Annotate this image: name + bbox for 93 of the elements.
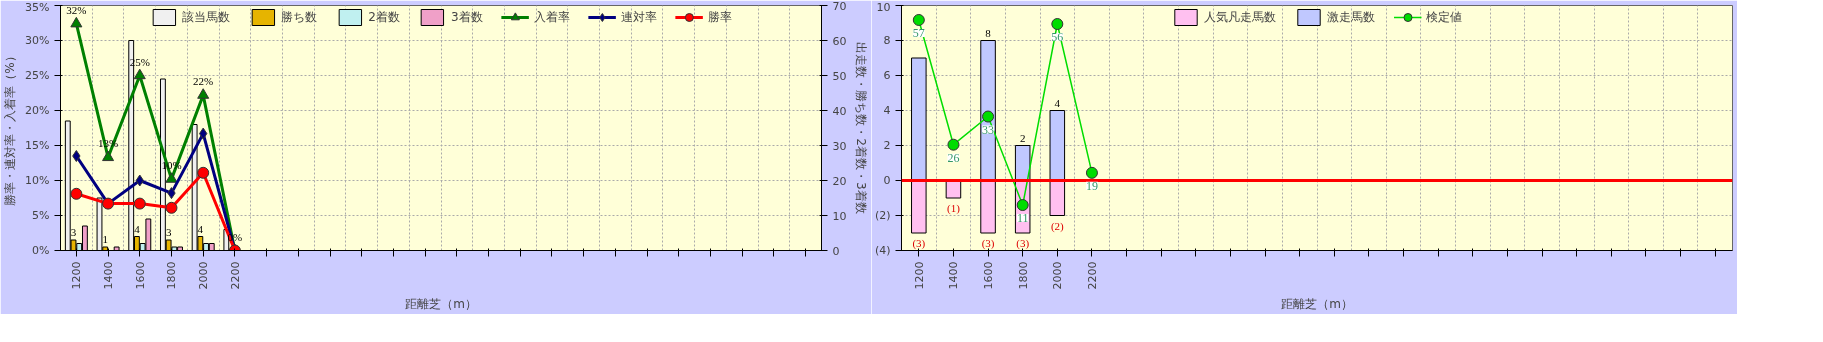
bar (980, 180, 996, 234)
y-tick-label: 10 (876, 0, 891, 14)
point (133, 68, 146, 80)
y2-tick-label: 20 (832, 174, 847, 188)
y-axis-title: 勝率・連対率・入着率（%） (3, 50, 18, 206)
point (165, 172, 178, 183)
point (102, 150, 115, 162)
legend-label: 人気凡走馬数 (1204, 8, 1276, 26)
y2-axis-title: 出走数・勝ち数・2着数・3着数 (854, 42, 869, 214)
point (1051, 18, 1064, 30)
x-tick-label: 2200 (228, 261, 242, 290)
point (197, 166, 210, 179)
y2-tick-label: 60 (832, 34, 847, 48)
y-tick-label: 5% (32, 209, 50, 222)
data-label: (1) (947, 202, 961, 215)
y-tick-label: 25% (25, 69, 50, 82)
y-tick-label: 10% (25, 174, 50, 187)
data-label: 4 (134, 222, 141, 235)
data-label: 19 (1085, 178, 1098, 193)
y-tick-label: 0 (883, 174, 891, 187)
data-label: (3) (1016, 237, 1030, 250)
y-tick-label: 2 (883, 139, 891, 152)
bar (1014, 145, 1031, 181)
x-tick-label: 2000 (197, 261, 211, 290)
y2-tick-label: 30 (832, 139, 847, 153)
bar (1049, 110, 1066, 181)
bar (980, 40, 996, 181)
legend-label: 激走馬数 (1327, 8, 1375, 26)
x-axis-title: 距離芝（m） (1281, 297, 1353, 312)
y2-tick-label: 50 (832, 69, 847, 83)
data-label: 56 (1051, 30, 1064, 45)
legend-label: 入着率 (533, 8, 570, 26)
x-tick-label: 1800 (1016, 261, 1030, 290)
data-label: 57 (912, 25, 925, 40)
data-label: 2 (1019, 131, 1026, 144)
data-label: 3 (70, 226, 77, 238)
y-tick-label: (2) (874, 209, 891, 222)
point (70, 16, 83, 28)
y-tick-label: (4) (874, 244, 891, 257)
point (197, 88, 210, 99)
data-label: (3) (912, 237, 926, 250)
legend-label: 3着数 (451, 8, 483, 26)
x-tick-label: 1400 (947, 261, 961, 290)
data-label: 4 (1054, 96, 1061, 109)
data-label: 33 (982, 122, 995, 137)
y2-tick-label: 10 (832, 209, 847, 223)
y2-tick-label: 70 (832, 0, 847, 13)
legend-label: 勝ち数 (281, 8, 318, 26)
y-tick-label: 35% (25, 0, 50, 14)
data-label: (2) (1050, 219, 1065, 233)
data-label: 11 (1016, 211, 1029, 226)
y2-tick-label: 40 (832, 104, 847, 118)
data-label: 3 (165, 226, 172, 238)
x-axis-title: 距離芝（m） (405, 297, 477, 312)
bar (1049, 180, 1066, 216)
x-tick-label: 1600 (982, 261, 996, 290)
legend-label: 勝率 (707, 8, 732, 26)
y-tick-label: 20% (25, 104, 50, 117)
y-tick-label: 6 (883, 69, 891, 82)
point (1085, 166, 1098, 179)
x-tick-label: 2000 (1051, 261, 1065, 290)
y-tick-label: 30% (25, 34, 50, 47)
data-label: 22% (193, 75, 214, 88)
y2-tick-label: 0 (832, 244, 840, 258)
point (70, 187, 83, 200)
x-tick-label: 1200 (70, 261, 84, 290)
x-tick-label: 2200 (1085, 261, 1099, 290)
point (912, 13, 925, 26)
point (72, 150, 81, 162)
x-tick-label: 1400 (102, 261, 116, 290)
data-label: (3) (981, 237, 995, 250)
y-tick-label: 0% (32, 244, 50, 257)
bar (911, 180, 927, 234)
data-label: 32% (66, 3, 87, 16)
legend-label: 2着数 (368, 8, 400, 26)
legend-label: 連対率 (620, 8, 657, 26)
point (982, 110, 995, 123)
y-tick-label: 8 (883, 34, 891, 47)
data-label: 4 (197, 222, 204, 235)
bar (911, 57, 927, 181)
legend-label: 検定値 (1426, 8, 1462, 26)
data-label: 1 (102, 233, 108, 245)
point (165, 201, 178, 214)
legend-label: 該当馬数 (182, 8, 231, 26)
data-label: 8 (985, 26, 992, 39)
point (947, 138, 960, 151)
point (133, 197, 146, 210)
x-tick-label: 1200 (912, 261, 926, 290)
data-label: 26 (947, 150, 960, 165)
y-tick-label: 4 (883, 104, 891, 117)
x-tick-label: 1600 (133, 261, 147, 290)
x-tick-label: 1800 (165, 261, 179, 290)
y-tick-label: 15% (25, 139, 50, 152)
